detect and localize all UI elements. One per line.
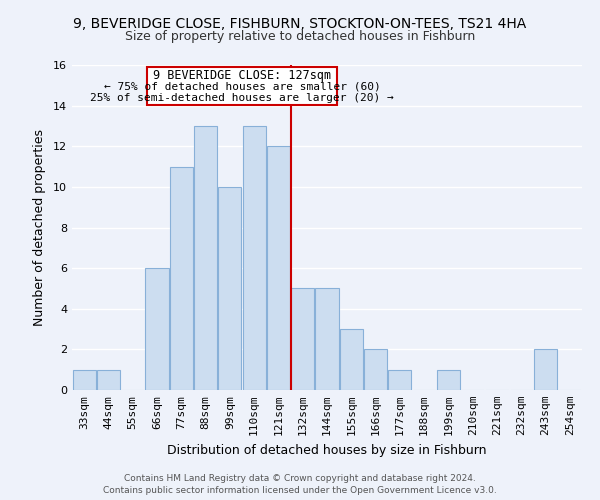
Text: Contains HM Land Registry data © Crown copyright and database right 2024.
Contai: Contains HM Land Registry data © Crown c…	[103, 474, 497, 495]
Bar	[267, 146, 290, 390]
Bar	[388, 370, 412, 390]
Bar	[534, 350, 557, 390]
Text: 9 BEVERIDGE CLOSE: 127sqm: 9 BEVERIDGE CLOSE: 127sqm	[153, 68, 331, 82]
Bar	[218, 187, 241, 390]
X-axis label: Distribution of detached houses by size in Fishburn: Distribution of detached houses by size …	[167, 444, 487, 456]
Bar	[242, 126, 266, 390]
Text: Size of property relative to detached houses in Fishburn: Size of property relative to detached ho…	[125, 30, 475, 43]
Text: ← 75% of detached houses are smaller (60): ← 75% of detached houses are smaller (60…	[104, 81, 380, 91]
Bar	[97, 370, 120, 390]
FancyBboxPatch shape	[147, 67, 337, 104]
Bar	[170, 166, 193, 390]
Bar	[437, 370, 460, 390]
Bar	[316, 288, 338, 390]
Text: 25% of semi-detached houses are larger (20) →: 25% of semi-detached houses are larger (…	[90, 94, 394, 104]
Text: 9, BEVERIDGE CLOSE, FISHBURN, STOCKTON-ON-TEES, TS21 4HA: 9, BEVERIDGE CLOSE, FISHBURN, STOCKTON-O…	[73, 18, 527, 32]
Bar	[340, 329, 363, 390]
Bar	[73, 370, 95, 390]
Bar	[291, 288, 314, 390]
Bar	[194, 126, 217, 390]
Y-axis label: Number of detached properties: Number of detached properties	[33, 129, 46, 326]
Bar	[145, 268, 169, 390]
Bar	[364, 350, 387, 390]
